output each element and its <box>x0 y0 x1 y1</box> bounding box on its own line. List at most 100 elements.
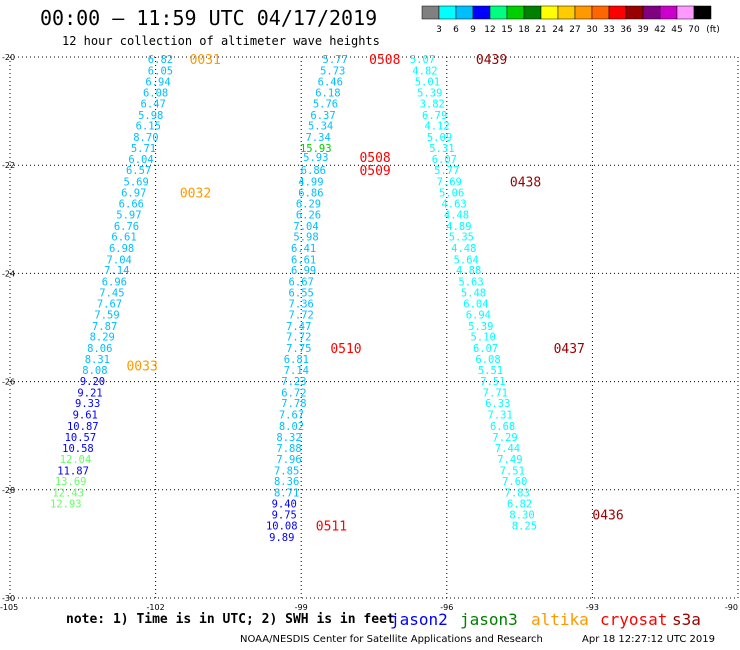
swh-value: 4.12 <box>424 121 449 133</box>
data-points: 6.826.056.946.086.475.986.158.705.716.04… <box>50 54 537 544</box>
swh-value: 6.82 <box>507 498 532 510</box>
swh-value: 6.68 <box>490 421 515 433</box>
swh-value: 7.75 <box>286 343 311 355</box>
colorbar-swatch <box>489 5 508 20</box>
colorbar-tick-label: 70 <box>688 25 700 35</box>
swh-value: 6.81 <box>284 354 309 366</box>
swh-value: 5.77 <box>434 165 459 177</box>
colorbar-swatch <box>421 5 440 20</box>
swh-value: 5.98 <box>138 110 163 122</box>
swh-value: 6.29 <box>296 199 321 211</box>
swh-value: 8.29 <box>90 332 115 344</box>
colorbar-tick-label: 24 <box>552 25 564 35</box>
swh-value: 5.31 <box>429 143 454 155</box>
pass-time-label: 0033 <box>126 359 157 374</box>
swh-value: 5.97 <box>116 209 141 221</box>
swh-value: 10.08 <box>266 521 298 533</box>
swh-value: 5.07 <box>410 54 435 66</box>
swh-value: 7.14 <box>104 265 129 277</box>
x-tick-label: -99 <box>295 603 308 612</box>
swh-value: 6.96 <box>102 277 127 289</box>
colorbar-tick-label: 33 <box>603 25 614 35</box>
footer-timestamp: Apr 18 12:27:12 UTC 2019 <box>582 634 715 645</box>
pass-time-label: 0032 <box>180 186 211 201</box>
swh-value: 6.79 <box>422 110 447 122</box>
swh-value: 7.60 <box>502 476 527 488</box>
swh-value: 7.78 <box>281 398 306 410</box>
swh-value: 6.07 <box>473 343 498 355</box>
swh-value: 10.57 <box>65 432 97 444</box>
colorbar-swatch <box>608 5 627 20</box>
colorbar-tick-label: 39 <box>637 25 649 35</box>
pass-time-label: 0439 <box>476 53 507 68</box>
swh-value: 6.05 <box>148 66 173 78</box>
swh-value: 7.87 <box>92 321 117 333</box>
swh-value: 7.44 <box>495 443 520 455</box>
swh-value: 3.82 <box>420 99 445 111</box>
swh-value: 7.49 <box>497 454 522 466</box>
swh-value: 6.04 <box>463 299 488 311</box>
colorbar-tick-label: 27 <box>569 25 580 35</box>
swh-value: 9.20 <box>80 376 105 388</box>
swh-value: 6.33 <box>485 398 510 410</box>
swh-value: 5.48 <box>461 287 486 299</box>
swh-value: 7.72 <box>286 332 311 344</box>
pass-time-label: 0436 <box>592 509 623 524</box>
footer-note: note: 1) Time is in UTC; 2) SWH is in fe… <box>66 612 395 627</box>
swh-value: 5.34 <box>308 121 333 133</box>
swh-value: 8.36 <box>274 476 299 488</box>
swh-value: 7.83 <box>505 488 530 500</box>
swh-value: 11.87 <box>57 465 89 477</box>
colorbar-swatch <box>659 5 678 20</box>
pass-time-label: 0509 <box>359 164 390 179</box>
swh-value: 4.63 <box>441 199 466 211</box>
swh-value: 7.51 <box>500 465 525 477</box>
chart-subtitle: 12 hour collection of altimeter wave hei… <box>62 34 380 48</box>
axis-ticks: -20 -22 -24 -26 -28 -30-105 -102 -99 -96 -93 -90 <box>0 53 738 612</box>
colorbar-tick-label: 30 <box>586 25 598 35</box>
swh-value: 9.40 <box>272 498 297 510</box>
swh-value: 7.85 <box>274 465 299 477</box>
legend-jason3: jason3 <box>460 610 518 629</box>
swh-value: 6.41 <box>291 243 316 255</box>
swh-value: 4.82 <box>412 66 437 78</box>
swh-value: 5.09 <box>427 132 452 144</box>
swh-value: 5.64 <box>454 254 479 266</box>
pass-time-label: 0508 <box>359 151 390 166</box>
swh-value: 6.55 <box>289 287 314 299</box>
swh-value: 12.04 <box>60 454 92 466</box>
swh-value: 6.46 <box>318 76 343 88</box>
x-tick-label: -93 <box>586 603 599 612</box>
swh-value: 5.51 <box>478 365 503 377</box>
swh-value: 5.06 <box>439 187 464 199</box>
swh-value: 6.66 <box>119 199 144 211</box>
colorbar-tick-label: 3 <box>436 25 442 35</box>
swh-value: 6.86 <box>298 187 323 199</box>
colorbar-swatch <box>574 5 593 20</box>
swh-value: 9.61 <box>73 410 98 422</box>
swh-value: 4.99 <box>298 176 323 188</box>
swh-value: 6.97 <box>121 187 146 199</box>
swh-value: 5.76 <box>313 99 338 111</box>
colorbar-tick-label: 18 <box>518 25 530 35</box>
swh-value: 5.39 <box>468 321 493 333</box>
pass-time-label: 0031 <box>190 53 221 68</box>
swh-value: 6.76 <box>114 221 139 233</box>
legend-jason2: jason2 <box>390 610 448 629</box>
legend-cryosat: cryosat <box>600 610 668 629</box>
swh-value: 6.04 <box>128 154 153 166</box>
colorbar-swatch <box>455 5 474 20</box>
x-tick-label: -102 <box>147 603 165 612</box>
swh-value: 6.67 <box>289 277 314 289</box>
pass-time-label: 0438 <box>510 175 541 190</box>
swh-value: 6.18 <box>315 88 340 100</box>
swh-value: 5.71 <box>131 143 156 155</box>
swh-value: 9.21 <box>77 387 102 399</box>
swh-value: 6.72 <box>281 387 306 399</box>
colorbar-swatch <box>472 5 491 20</box>
swh-value: 8.71 <box>274 488 299 500</box>
colorbar-swatch <box>438 5 457 20</box>
y-tick-label: -24 <box>2 269 15 278</box>
swh-value: 8.30 <box>509 510 534 522</box>
